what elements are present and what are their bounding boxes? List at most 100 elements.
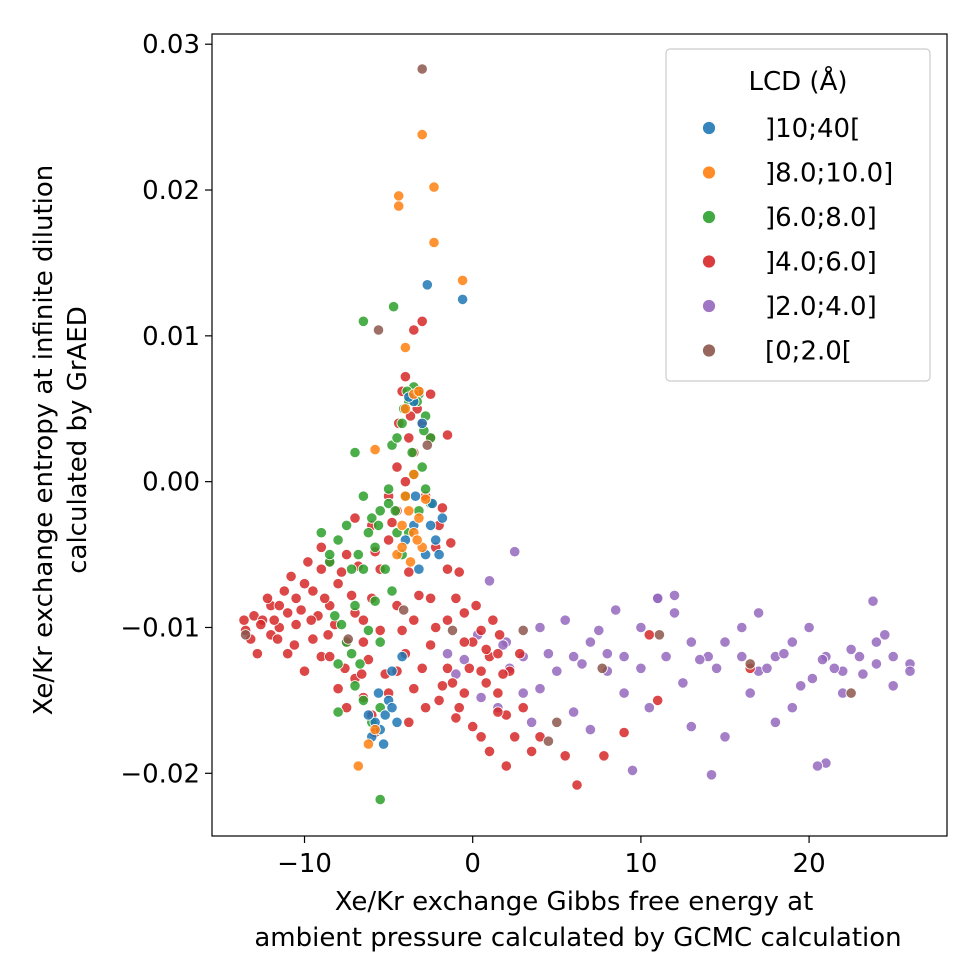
data-point (879, 629, 891, 641)
data-point (475, 731, 487, 743)
data-point (332, 706, 344, 718)
data-point (458, 687, 470, 699)
data-point (441, 662, 454, 674)
data-point (315, 563, 327, 575)
data-point (372, 519, 385, 532)
data-point (315, 541, 327, 553)
data-point (428, 181, 440, 193)
data-point (643, 702, 655, 714)
legend-marker (702, 343, 716, 358)
data-point (369, 443, 381, 456)
data-point (534, 683, 546, 695)
data-point (391, 432, 403, 444)
data-point (377, 738, 390, 750)
data-point (571, 779, 583, 791)
data-point (450, 712, 462, 724)
data-point (816, 653, 829, 666)
data-point (803, 621, 815, 634)
data-point (525, 716, 538, 728)
y-axis-label-line-1: Xe/Kr exchange entropy at infinite dilut… (29, 165, 59, 716)
data-point (408, 614, 420, 626)
data-point (596, 662, 608, 674)
data-point (374, 505, 386, 517)
data-point (458, 636, 470, 648)
legend-label: ]10;40[ (765, 114, 860, 144)
data-point (744, 658, 756, 670)
data-point (357, 614, 369, 626)
data-point (635, 662, 647, 674)
data-point (382, 483, 395, 495)
data-point (374, 624, 386, 637)
data-point (483, 575, 496, 587)
data-point (386, 702, 398, 714)
data-point (430, 621, 442, 634)
data-point (559, 614, 571, 626)
data-point (386, 516, 398, 529)
legend-label: ]8.0;10.0] (765, 159, 893, 189)
data-point (324, 650, 336, 663)
data-point (517, 687, 529, 699)
data-point (357, 694, 369, 707)
data-point (352, 548, 364, 561)
data-point (904, 665, 916, 677)
data-point (652, 592, 664, 604)
data-point (382, 534, 395, 546)
data-point (517, 624, 529, 637)
data-point (424, 519, 437, 532)
data-point (456, 293, 469, 305)
data-point (441, 648, 454, 660)
data-point (382, 497, 395, 510)
data-point (357, 315, 369, 327)
data-point (349, 512, 361, 524)
data-point (261, 592, 274, 604)
data-point (509, 546, 521, 558)
data-point (298, 578, 311, 590)
data-point (567, 650, 580, 663)
data-point (685, 636, 697, 648)
data-point (399, 341, 411, 354)
data-point (453, 566, 465, 578)
data-point (811, 760, 824, 772)
data-point (475, 691, 487, 704)
data-point (694, 653, 706, 666)
data-point (288, 639, 300, 651)
data-point (290, 618, 302, 631)
data-point (302, 556, 314, 568)
data-point (685, 720, 697, 733)
data-point (403, 566, 415, 578)
data-point (668, 607, 681, 619)
data-point (416, 129, 428, 141)
data-point (601, 648, 613, 660)
data-point (487, 614, 499, 626)
data-point (492, 706, 504, 718)
data-point (238, 614, 250, 626)
data-point (408, 683, 420, 695)
data-point (386, 585, 398, 597)
data-point (396, 519, 408, 532)
legend-entries: ]10;40[]8.0;10.0]]6.0;8.0]]4.0;6.0]]2.0;… (702, 114, 893, 367)
data-point (635, 621, 647, 634)
data-point (857, 668, 869, 680)
legend-label: ]6.0;8.0] (765, 203, 877, 233)
data-point (413, 563, 425, 575)
data-points (238, 63, 916, 806)
data-point (736, 650, 748, 663)
data-point (362, 738, 374, 750)
data-point (677, 677, 689, 689)
data-point (463, 662, 475, 674)
data-point (887, 680, 899, 692)
data-point (421, 279, 433, 291)
legend-marker (702, 299, 716, 313)
data-point (806, 672, 819, 685)
data-point (393, 200, 405, 212)
data-point (349, 446, 361, 459)
data-point (492, 648, 504, 660)
data-point (483, 745, 496, 758)
y-tick-label: 0.02 (142, 176, 200, 206)
data-point (324, 548, 336, 561)
data-point (240, 629, 252, 641)
data-point (340, 519, 353, 532)
data-point (584, 636, 597, 648)
data-point (559, 750, 571, 762)
data-point (332, 683, 344, 695)
